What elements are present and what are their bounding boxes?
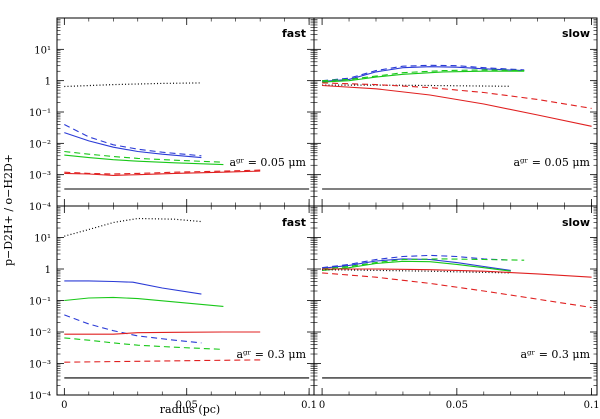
x-tick-label: 0 (319, 400, 325, 411)
series-green-dashed (322, 69, 525, 82)
panel-4: 0 0.05 0.1 slow aᵍʳ = 0.3 μm (313, 205, 600, 411)
series-black-dotted (64, 217, 202, 237)
series-black-dotted (322, 269, 511, 274)
panel-label: slow (562, 27, 590, 40)
axis-titles-group: radius (pc) p−D2H+ / o−H2D+ (2, 154, 220, 416)
series-green-solid (64, 154, 224, 166)
series-green-solid (64, 296, 224, 307)
grain-size-label: aᵍʳ = 0.05 μm (513, 156, 590, 169)
series-red-solid (322, 84, 592, 127)
panel-label: slow (562, 216, 590, 229)
grain-size-label: aᵍʳ = 0.3 μm (520, 348, 590, 361)
series-red-dashed (64, 359, 261, 363)
series-red-dashed (64, 169, 261, 175)
series-red-dashed (322, 272, 592, 309)
grain-size-label: aᵍʳ = 0.05 μm (229, 156, 306, 169)
y-tick-label: 10⁻⁴ (29, 202, 51, 213)
series-blue-solid (64, 132, 202, 159)
series-green-solid (322, 260, 511, 272)
series-green-dashed (64, 150, 224, 163)
x-tick-label: 0 (61, 400, 67, 411)
y-tick-label: 1 (45, 77, 51, 88)
x-tick-label: 0.1 (301, 400, 317, 411)
y-tick-label: 10⁻² (29, 328, 51, 339)
series-green-dashed (322, 258, 525, 270)
series-red-solid (64, 331, 261, 335)
grain-size-label: aᵍʳ = 0.3 μm (236, 348, 306, 361)
panel-2: slow aᵍʳ = 0.05 μm (313, 17, 598, 207)
series-group (322, 64, 592, 190)
panel-frame (313, 205, 598, 396)
series-green-dashed (64, 337, 224, 350)
series-blue-dashed (322, 64, 525, 82)
x-tick-label: 0.05 (176, 400, 198, 411)
y-tick-label: 10⁻⁴ (29, 391, 51, 402)
series-red-dashed (322, 82, 592, 109)
series-blue-solid (64, 280, 202, 295)
series-blue-dashed (322, 254, 511, 269)
y-tick-label: 1 (45, 265, 51, 276)
y-tick-label: 10⁻³ (29, 171, 51, 182)
y-tick-label: 10¹ (34, 234, 51, 245)
series-red-solid (64, 170, 261, 176)
panel-frame (56, 17, 315, 207)
panel-frame (313, 17, 598, 207)
panel-label: fast (282, 27, 306, 40)
panel-3: 10⁻⁴ 10⁻³ 10⁻² 10⁻¹ 1 10¹ 0 0.05 0.1 fast aᵍʳ = 0.… (29, 205, 317, 411)
y-tick-label: 10⁻¹ (29, 108, 51, 119)
x-tick-label: 0.1 (584, 400, 600, 411)
y-axis-title: p−D2H+ / o−H2D+ (2, 154, 15, 266)
series-group (322, 254, 592, 379)
series-blue-dashed (64, 124, 202, 157)
y-tick-label: 10⁻² (29, 139, 51, 150)
series-black-dotted (64, 82, 202, 88)
series-group (64, 217, 310, 379)
y-tick-label: 10¹ (34, 45, 51, 56)
series-blue-dashed (64, 314, 202, 344)
panel-frame (56, 205, 315, 396)
series-red-solid (322, 268, 592, 278)
y-tick-label: 10⁻³ (29, 360, 51, 371)
x-tick-label: 0.05 (446, 400, 468, 411)
series-group (64, 82, 310, 190)
x-axis-title: radius (pc) (160, 403, 220, 416)
series-black-dotted (322, 84, 511, 87)
series-blue-solid (322, 66, 525, 82)
panel-label: fast (282, 216, 306, 229)
panel-1: 10⁻⁴ 10⁻³ 10⁻² 10⁻¹ 1 10¹ fast aᵍʳ = 0.05 μm (29, 17, 315, 213)
series-green-solid (322, 70, 525, 83)
y-tick-label: 10⁻¹ (29, 297, 51, 308)
